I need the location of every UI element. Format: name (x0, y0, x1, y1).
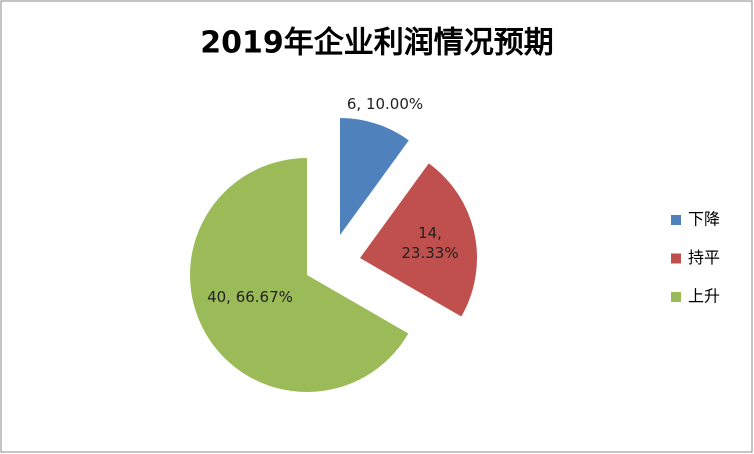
legend-label: 下降 (688, 210, 720, 229)
chart-title: 2019年企业利润情况预期 (200, 26, 554, 61)
legend-label: 上升 (688, 287, 720, 306)
pie-slice (340, 118, 409, 235)
pie-slice (360, 163, 478, 317)
data-label: 6, 10.00% (346, 95, 424, 113)
legend-swatch (671, 253, 681, 264)
legend-swatch (671, 215, 681, 225)
data-label: 40, 66.67% (207, 288, 293, 306)
pie-slice (190, 158, 409, 392)
legend-label: 持平 (688, 248, 720, 267)
legend-swatch (671, 292, 681, 302)
data-label: 14, 23.33% (401, 224, 459, 262)
